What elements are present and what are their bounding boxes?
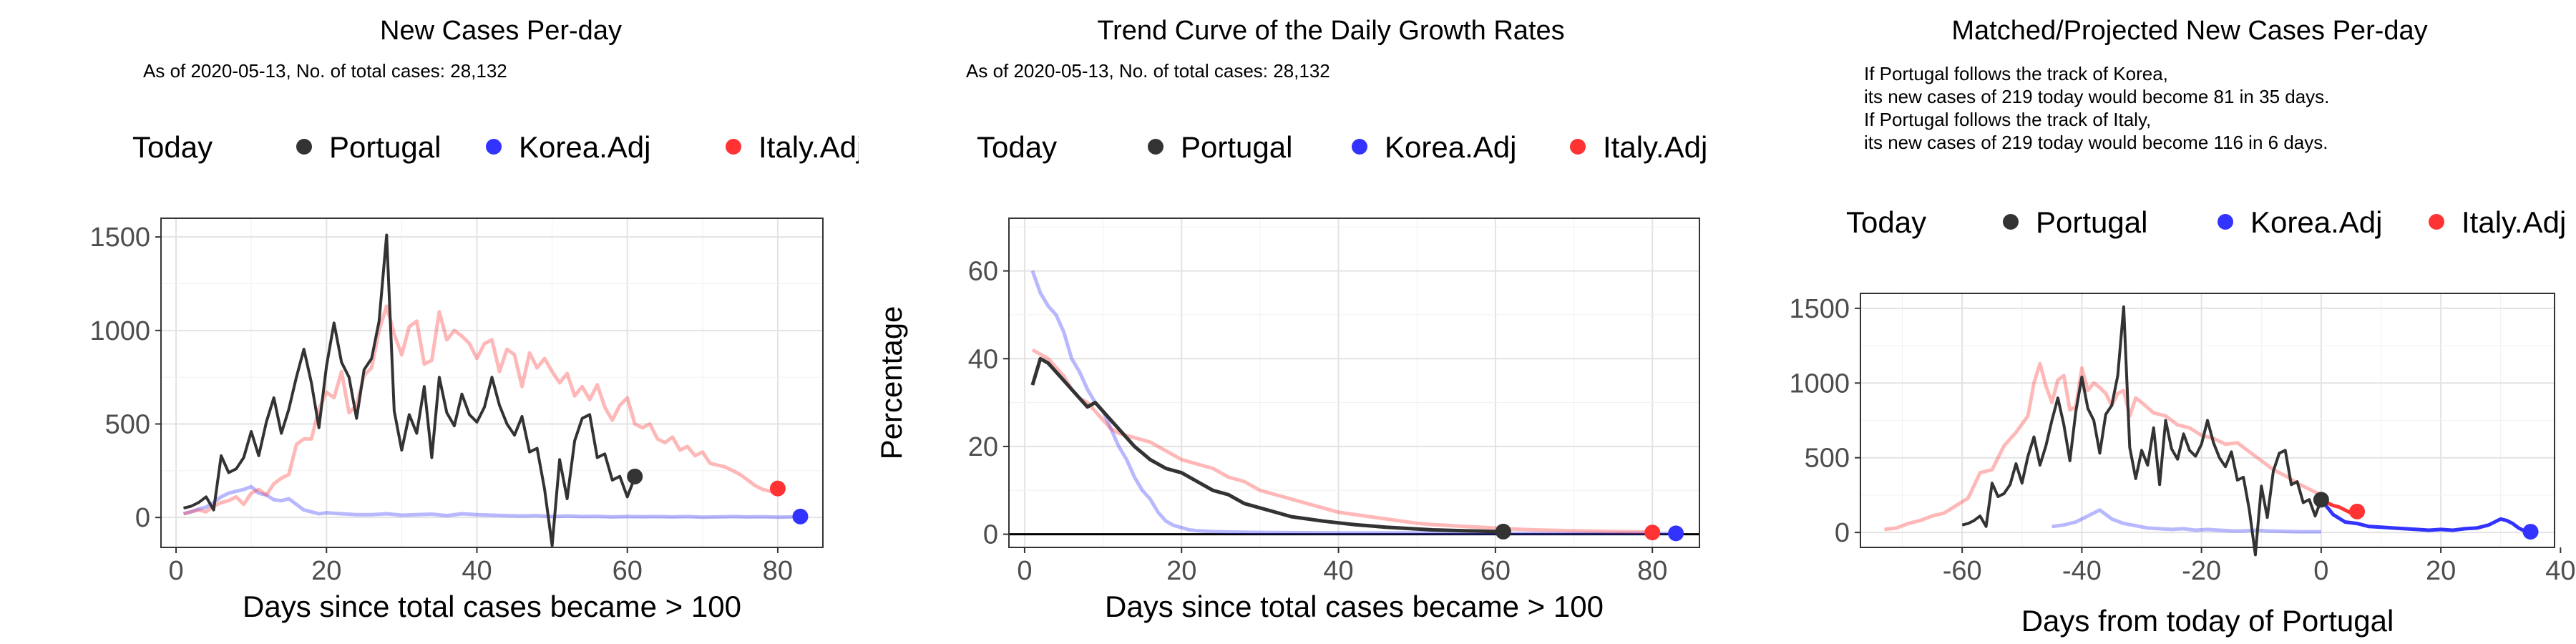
c1-y-tick-label: 20 (968, 432, 998, 462)
c0-today-point-italy (769, 480, 786, 497)
c0-series-italy-line (182, 304, 779, 516)
c2-y-tick-label: 1000 (1789, 369, 1850, 399)
c2-today-point-korea (2522, 524, 2539, 540)
c0-y-tick-label: 0 (135, 503, 150, 533)
c1-legend-label-portugal: Portugal (1181, 130, 1292, 164)
c2-today-point-portugal (2313, 492, 2329, 508)
c0-subtitle-line: As of 2020-05-13, No. of total cases: 28… (143, 60, 507, 82)
c2-x-tick-label: -60 (1943, 556, 1982, 586)
c1-x-tick-label: 20 (1166, 556, 1196, 586)
c1-subtitle-line: As of 2020-05-13, No. of total cases: 28… (966, 60, 1330, 82)
c1-chart-title: Trend Curve of the Daily Growth Rates (1097, 16, 1564, 46)
c0-chart-title: New Cases Per-day (380, 16, 622, 46)
c0-x-tick-label: 40 (462, 556, 492, 586)
c2-legend-title: Today (1846, 205, 1926, 239)
c1-today-point-italy (1644, 525, 1661, 541)
c2-series-portugal-line (1961, 305, 2323, 557)
c2-x-tick-label: -20 (2182, 556, 2221, 586)
c1-today-point-portugal (1495, 523, 1511, 540)
new-cases-chart: New Cases Per-day As of 2020-05-13, No. o… (89, 16, 859, 623)
c2-legend-label-italy: Italy.Adj (2462, 205, 2566, 239)
c2-x-tick-label: 40 (2545, 556, 2575, 586)
c0-x-tick-label: 60 (613, 556, 643, 586)
c2-subtitle-line: its new cases of 219 today would become … (1864, 132, 2328, 153)
c2-legend-marker-korea (2218, 214, 2233, 230)
c1-legend-marker-italy (1570, 139, 1586, 155)
c2-subtitle-line: If Portugal follows the track of Italy, (1864, 109, 2151, 130)
c2-series-italy-line (1884, 361, 2323, 532)
c1-series-italy-line (1031, 348, 1653, 534)
c1-x-axis-title: Days since total cases became > 100 (1105, 590, 1604, 623)
c0-y-tick-label: 1000 (89, 316, 150, 346)
c0-legend-title: Today (132, 130, 213, 164)
c1-legend-title: Today (977, 130, 1057, 164)
chart-panel-projected: Matched/Projected New Cases Per-day If Po… (1717, 0, 2576, 644)
c0-today-point-korea (792, 508, 809, 525)
c1-legend-marker-korea (1352, 139, 1367, 155)
c1-y-tick-label: 60 (968, 257, 998, 287)
c1-legend-label-korea: Korea.Adj (1385, 130, 1516, 164)
chart-panel-growth-rates: Trend Curve of the Daily Growth Rates As … (859, 0, 1717, 644)
chart-panel-new-cases: New Cases Per-day As of 2020-05-13, No. o… (0, 0, 859, 644)
c2-x-tick-label: 20 (2426, 556, 2456, 586)
c2-subtitle-line: If Portugal follows the track of Korea, (1864, 63, 2168, 84)
c2-series-korea-projected-line (2319, 498, 2531, 534)
c2-today-point-italy (2349, 503, 2366, 519)
c0-legend-marker-korea (486, 139, 502, 155)
c1-y-tick-label: 0 (983, 520, 998, 550)
c2-x-axis-title: Days from today of Portugal (2021, 604, 2394, 638)
c0-x-axis-title: Days since total cases became > 100 (243, 590, 741, 623)
c2-subtitle-line: its new cases of 219 today would become … (1864, 86, 2329, 107)
c1-x-tick-label: 0 (1017, 556, 1032, 586)
c1-legend-marker-portugal (1148, 139, 1163, 155)
c0-legend-marker-portugal (296, 139, 312, 155)
c0-y-tick-label: 500 (105, 410, 150, 440)
c1-x-tick-label: 60 (1480, 556, 1511, 586)
c2-y-tick-label: 500 (1805, 444, 1850, 474)
c0-plot-frame (160, 218, 824, 548)
c2-plot-frame (1860, 293, 2555, 548)
c1-x-tick-label: 40 (1323, 556, 1353, 586)
c1-series-portugal-line (1030, 356, 1503, 534)
c1-x-tick-label: 80 (1637, 556, 1667, 586)
c1-plot-frame (1008, 218, 1700, 548)
c1-series-korea-line (1030, 270, 1677, 535)
c0-series-korea-line (182, 484, 801, 519)
c2-legend-label-korea: Korea.Adj (2250, 205, 2382, 239)
c0-legend-label-italy: Italy.Adj (758, 130, 859, 164)
c2-series-korea-line (2051, 508, 2321, 534)
c2-chart-title: Matched/Projected New Cases Per-day (1951, 16, 2427, 46)
c0-y-tick-label: 1500 (89, 223, 150, 253)
c1-today-point-korea (1668, 525, 1684, 542)
c0-x-tick-label: 80 (763, 556, 793, 586)
c2-x-tick-label: -40 (2062, 556, 2102, 586)
c0-legend-label-korea: Korea.Adj (519, 130, 650, 164)
c2-y-tick-label: 1500 (1789, 294, 1850, 324)
c0-legend-label-portugal: Portugal (329, 130, 441, 164)
growth-rates-chart: Trend Curve of the Daily Growth Rates As … (874, 16, 1707, 623)
projected-cases-chart: Matched/Projected New Cases Per-day If Po… (1789, 16, 2575, 638)
c1-legend-label-italy: Italy.Adj (1603, 130, 1707, 164)
c0-series-portugal-line (183, 233, 637, 547)
c1-y-tick-label: 40 (968, 344, 998, 374)
c0-x-tick-label: 0 (168, 556, 183, 586)
c2-legend-marker-portugal (2003, 214, 2019, 230)
c2-legend-marker-italy (2429, 214, 2444, 230)
c0-x-tick-label: 20 (311, 556, 341, 586)
c2-x-tick-label: 0 (2313, 556, 2328, 586)
c2-legend-label-portugal: Portugal (2036, 205, 2147, 239)
c1-y-axis-title: Percentage (874, 306, 908, 460)
c0-legend-marker-italy (726, 139, 741, 155)
c0-today-point-portugal (627, 468, 643, 484)
c2-y-tick-label: 0 (1835, 518, 1850, 548)
